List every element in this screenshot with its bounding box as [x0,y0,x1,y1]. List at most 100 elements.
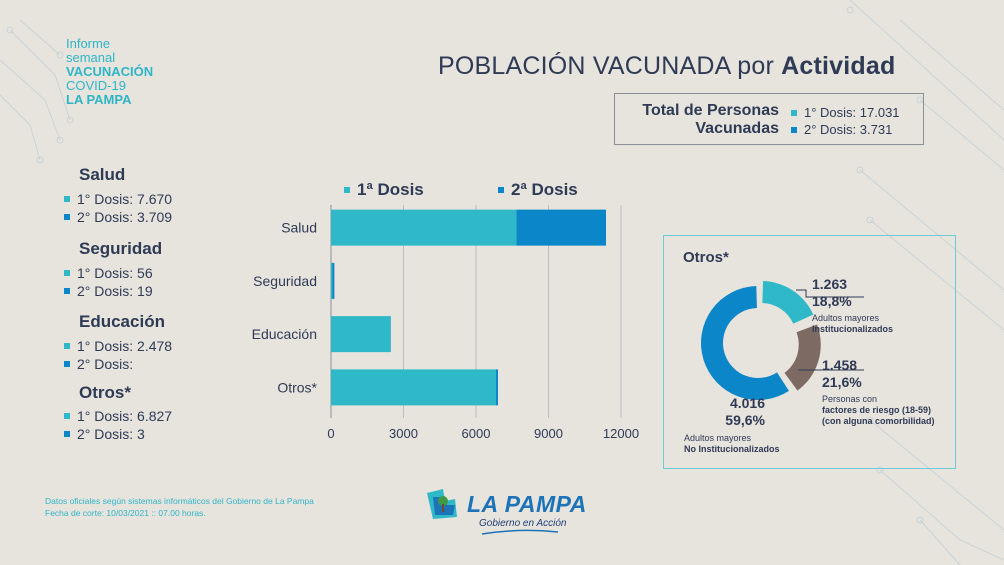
category-dose-text: 1° Dosis: 6.827 [77,408,173,424]
total-values: 1° Dosis: 17.031 2° Dosis: 3.731 [791,104,900,138]
legend-dose2: 2ª Dosis [498,180,578,200]
logo-swoosh [481,529,559,535]
category-title: Otros* [79,383,131,402]
leader-line [796,289,864,298]
legend-dose2-label: 2ª Dosis [511,180,578,199]
x-tick-label: 6000 [462,426,491,441]
slice-label-no-institucionalizados-desc: Adultos mayores No Institucionalizados [684,433,780,455]
slice-desc: factores de riesgo (18-59) [822,405,935,416]
dose1-square-icon [344,186,350,193]
category-dose-text: 2° Dosis: 3 [77,426,145,442]
report-info-line: COVID-19 [66,78,126,93]
total-dose2: 2° Dosis: 3.731 [791,121,900,138]
slice-desc: No Institucionalizados [684,444,780,455]
la-pampa-logo-text: LA PAMPA [467,491,587,517]
total-dose1-text: 1° Dosis: 17.031 [804,105,900,120]
category-title: Salud [79,165,126,184]
slice-desc: Adultos mayores [812,313,880,323]
dose1-square-icon [64,270,70,277]
la-pampa-logo-icon [427,489,457,519]
report-info: Informe semanal VACUNACIÓN COVID-19 LA P… [66,37,153,107]
category-salud: Salud [79,165,125,185]
category-dose-text: 1° Dosis: 56 [77,265,153,281]
dose2-square-icon [64,288,70,295]
legend-dose1-label: 1ª Dosis [357,180,424,199]
slice-label-no-institucionalizados-value: 4.016 59,6% [725,395,765,429]
dose2-square-icon [791,126,797,133]
slice-desc-bold: factores de riesgo (18-59) [822,405,932,415]
category-tick-label: Educación [252,326,317,342]
category-dose2: 2° Dosis: 19 [64,283,153,299]
slice-percent: 18,8% [812,293,852,309]
slice-label-riesgo: 1.458 21,6% Personas con factores de rie… [822,357,935,427]
dose1-square-icon [64,413,70,420]
bar-dose2 [332,262,335,299]
report-info-line: semanal [66,50,116,65]
x-tick-label: 9000 [534,426,563,441]
category-dose1: 1° Dosis: 56 [64,265,153,281]
slice-desc: Institucionalizados [812,324,893,335]
total-dose1: 1° Dosis: 17.031 [791,104,900,121]
slice-percent: 21,6% [822,374,862,390]
category-title: Educación [79,312,165,331]
category-dose1: 1° Dosis: 2.478 [64,338,172,354]
category-tick-label: Seguridad [253,273,317,289]
slice-value: 1.263 [812,276,848,292]
bar-dose2 [495,369,498,406]
donut-slice [762,281,814,324]
category-dose-text: 1° Dosis: 7.670 [77,191,173,207]
footer-note: Datos oficiales según sistemas informáti… [45,495,314,519]
total-dose2-text: 2° Dosis: 3.731 [804,122,893,137]
category-tick-label: Salud [281,220,317,236]
total-label: Total de Personas Vacunadas [642,102,779,138]
category-dose1: 1° Dosis: 7.670 [64,191,172,207]
slice-desc-bold: No Institucionalizados [684,444,780,454]
report-info-line: LA PAMPA [66,92,132,107]
dose2-square-icon [498,186,504,193]
slice-desc: Personas con [822,394,878,404]
la-pampa-logo-subtitle: Gobierno en Acción [479,518,567,529]
otros-title: Otros* [683,249,729,266]
category-dose-text: 2° Dosis: 3.709 [77,209,173,225]
page-title: POBLACIÓN VACUNADA por Actividad [438,52,895,81]
total-label-line: Total de Personas [642,102,779,119]
category-dose-text: 2° Dosis: 19 [77,283,153,299]
x-tick-label: 3000 [389,426,418,441]
dose2-square-icon [64,361,70,368]
report-info-line: VACUNACIÓN [66,64,154,79]
otros-panel [663,235,956,469]
page-title-emphasis: Actividad [781,52,896,80]
bar-dose1 [331,316,391,353]
category-dose2: 2° Dosis: [64,356,133,372]
slice-desc: Adultos mayores [684,433,752,443]
dose1-square-icon [64,196,70,203]
dose1-square-icon [791,109,797,116]
slice-desc-bold: Institucionalizados [812,324,894,334]
page-title-prefix: POBLACIÓN VACUNADA por [438,52,774,80]
bar-dose1 [331,209,517,246]
slice-desc-bold: (con alguna comorbilidad) [822,416,935,426]
category-dose1: 1° Dosis: 6.827 [64,408,172,424]
total-vaccinated-box: Total de Personas Vacunadas 1° Dosis: 17… [614,93,924,145]
slice-label-institucionalizados: 1.263 18,8% Adultos mayores Instituciona… [812,276,893,335]
category-title: Seguridad [79,239,163,258]
footer-note-line: Fecha de corte: 10/03/2021 :: 07.00 hora… [45,508,206,518]
dose2-square-icon [64,214,70,221]
category-dose2: 2° Dosis: 3 [64,426,145,442]
category-dose-text: 1° Dosis: 2.478 [77,338,173,354]
slice-value: 1.458 [822,357,858,373]
bar-dose2 [516,209,606,246]
donut-slice [701,286,789,400]
report-info-line: Informe [66,36,111,51]
slice-percent: 59,6% [725,412,765,428]
x-tick-label: 0 [327,426,334,441]
category-dose2: 2° Dosis: 3.709 [64,209,172,225]
category-dose-text: 2° Dosis: [77,356,134,372]
dose2-square-icon [64,431,70,438]
slice-value: 4.016 [729,395,765,411]
donut-slice [784,324,821,391]
bar-dose1 [331,369,496,406]
